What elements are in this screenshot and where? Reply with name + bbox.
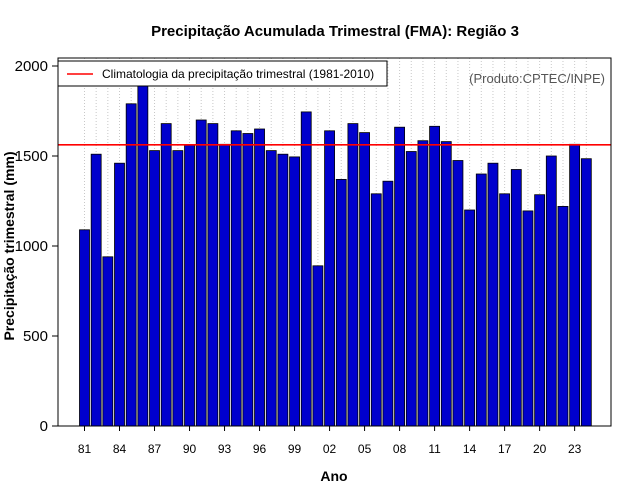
bar-99 (289, 156, 300, 427)
x-tick-label: 20 (533, 442, 547, 456)
bar-89 (172, 150, 184, 427)
bar-11 (429, 125, 441, 427)
bar-22 (557, 205, 569, 427)
bar-01 (312, 265, 324, 427)
bar-98 (277, 153, 289, 427)
x-tick-label: 87 (148, 442, 162, 456)
bar-96 (254, 128, 265, 427)
bar-83 (102, 256, 114, 427)
legend-label: Climatologia da precipitação trimestral … (102, 67, 374, 81)
bar-08 (394, 126, 405, 427)
plot-frame (57, 57, 612, 427)
x-tick-label: 96 (253, 442, 267, 456)
x-tick-label: 90 (183, 442, 197, 456)
y-tick-label: 2000 (15, 58, 48, 75)
x-tick-label: 84 (113, 442, 127, 456)
legend-box (57, 60, 388, 87)
source-note: (Produto:CPTEC/INPE) (469, 71, 605, 86)
bar-04 (347, 123, 359, 427)
x-tick-label: 93 (218, 442, 232, 456)
chart-title: Precipitação Acumulada Trimestral (FMA):… (151, 23, 519, 40)
y-tick-label: 1500 (15, 148, 48, 165)
bar-82 (90, 153, 102, 427)
bar-20 (534, 194, 546, 427)
bar-03 (335, 178, 347, 427)
bar-87 (149, 150, 160, 427)
y-tick-label: 1000 (15, 238, 48, 255)
bar-10 (417, 140, 429, 427)
x-tick-label: 23 (568, 442, 582, 456)
bar-94 (230, 130, 242, 427)
bar-88 (160, 123, 172, 427)
bar-18 (510, 169, 522, 427)
x-tick-label: 81 (78, 442, 92, 456)
y-tick-label: 500 (23, 328, 48, 345)
bar-17 (499, 193, 511, 427)
bar-02 (324, 130, 335, 427)
bar-92 (207, 123, 219, 427)
bar-93 (219, 143, 230, 427)
bar-81 (79, 229, 90, 427)
bar-12 (440, 141, 452, 427)
x-axis: 81 84 87 90 93 96 99 02 05 08 11 14 17 20 23 (78, 426, 582, 456)
x-tick-label: 02 (323, 442, 337, 456)
x-tick-label: 05 (358, 442, 372, 456)
bar-06 (370, 193, 382, 427)
bar-24 (580, 158, 592, 427)
bar-97 (265, 150, 277, 427)
bar-14 (464, 209, 476, 427)
bar-09 (405, 151, 417, 427)
bar-85 (125, 103, 137, 427)
x-axis-label: Ano (320, 468, 347, 484)
bar-05 (359, 132, 370, 427)
x-tick-label: 14 (463, 442, 477, 456)
bar-16 (487, 162, 499, 427)
bar-13 (452, 160, 464, 427)
bar-86 (137, 80, 149, 427)
bars-layer (79, 80, 592, 427)
x-tick-label: 17 (498, 442, 512, 456)
bar-21 (545, 155, 557, 427)
bar-15 (475, 173, 487, 427)
bar-84 (114, 162, 125, 427)
y-tick-label: 0 (40, 418, 48, 435)
bar-90 (184, 144, 195, 427)
bar-23 (569, 143, 581, 427)
bar-95 (242, 133, 254, 427)
y-axis: 0 500 1000 1500 2000 (15, 58, 58, 435)
x-tick-label: 99 (288, 442, 302, 456)
bar-91 (195, 119, 207, 427)
legend: Climatologia da precipitação trimestral … (57, 60, 388, 87)
x-tick-label: 08 (393, 442, 407, 456)
y-axis-label: Precipitação trimestral (mm) (1, 151, 17, 340)
bar-19 (522, 210, 534, 427)
bar-00 (300, 111, 312, 427)
bar-07 (382, 180, 394, 427)
x-tick-label: 11 (428, 442, 441, 456)
